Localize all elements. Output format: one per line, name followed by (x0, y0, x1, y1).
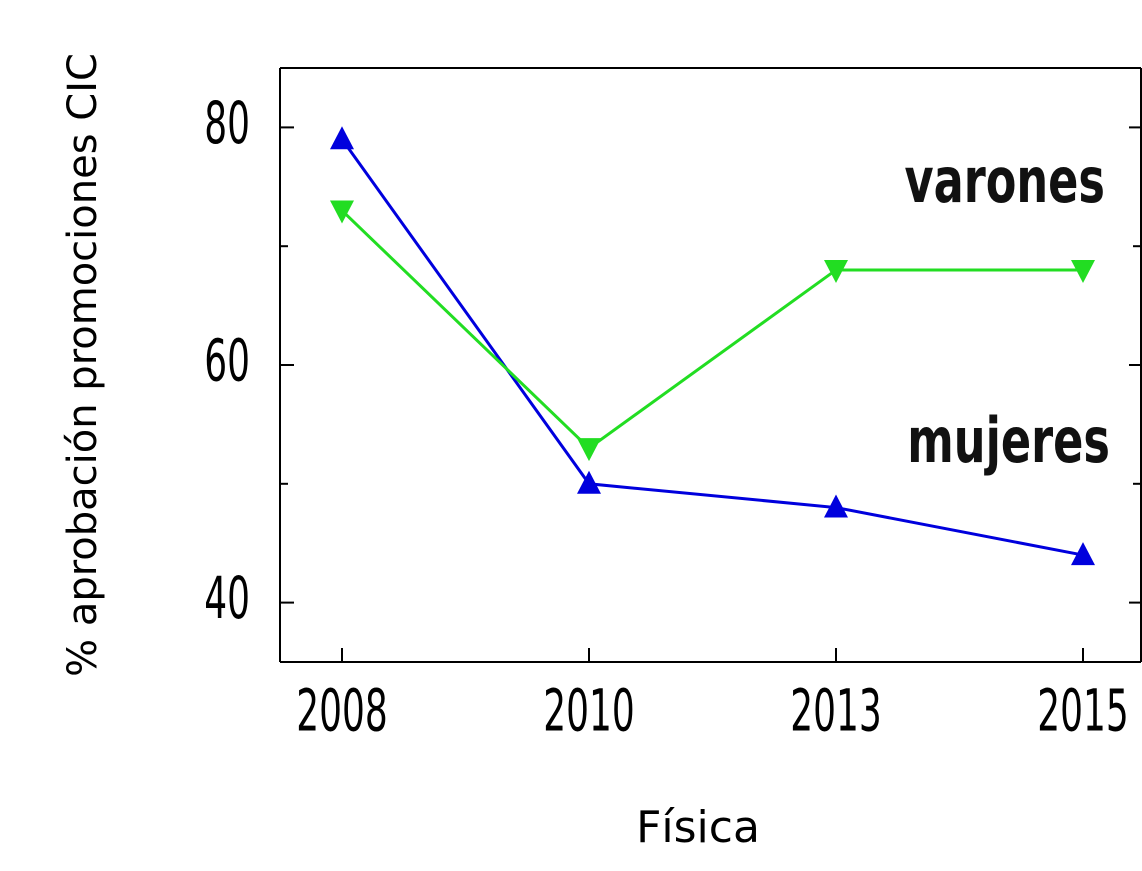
marker (577, 470, 601, 494)
x-tick-label: 2008 (296, 678, 388, 745)
y-tick-label: 60 (204, 328, 250, 395)
marker (824, 494, 848, 518)
series-line (340, 209, 1083, 451)
series-label: mujeres (907, 404, 1110, 476)
marker (330, 126, 354, 150)
marker (1071, 542, 1095, 566)
marker (1071, 259, 1095, 283)
y-tick-label: 80 (204, 90, 250, 157)
x-tick-label: 2010 (543, 678, 635, 745)
x-tick-label: 2015 (1037, 678, 1129, 745)
series-line (340, 138, 1084, 557)
y-axis-label: % aprobación promociones CIC (60, 53, 106, 677)
x-tick-label: 2013 (790, 678, 882, 745)
series-label: varones (904, 144, 1105, 216)
x-axis-label: Física (636, 802, 760, 853)
y-tick-label: 40 (204, 565, 250, 632)
marker (330, 200, 354, 224)
marker (577, 438, 601, 462)
marker (824, 259, 848, 283)
